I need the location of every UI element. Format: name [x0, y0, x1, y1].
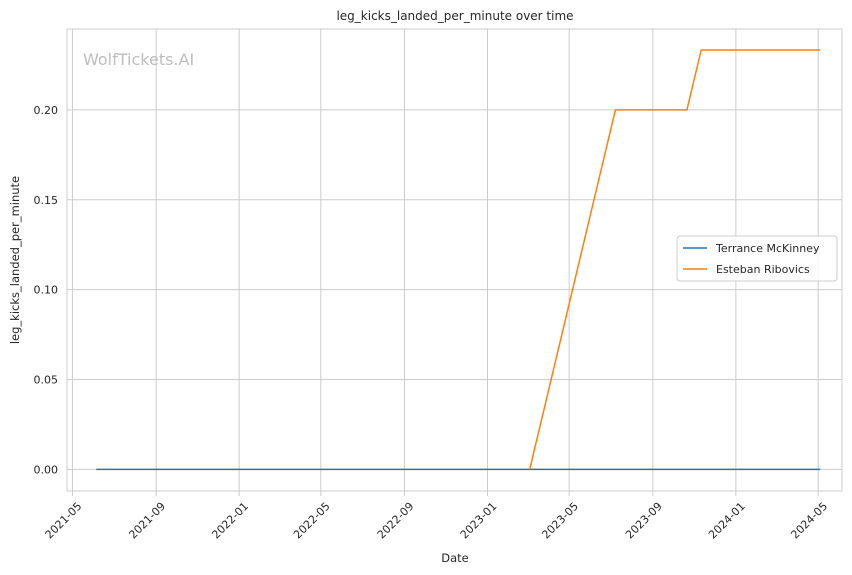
y-tick-label: 0.10: [34, 284, 59, 297]
y-axis-ticks: 0.00 0.05 0.10 0.15 0.20: [34, 104, 59, 477]
chart-title: leg_kicks_landed_per_minute over time: [336, 9, 573, 23]
y-tick-label: 0.15: [34, 194, 59, 207]
y-tick-label: 0.00: [34, 463, 59, 476]
legend: Terrance McKinney Esteban Ribovics: [676, 235, 838, 282]
legend-label: Terrance McKinney: [715, 242, 820, 255]
y-axis-title: leg_kicks_landed_per_minute: [8, 176, 22, 344]
series-lines: [96, 49, 821, 471]
legend-box: [676, 235, 838, 282]
y-tick-label: 0.20: [34, 104, 59, 117]
x-axis-title: Date: [441, 551, 469, 565]
y-tick-label: 0.05: [34, 374, 59, 387]
series-line: [528, 49, 821, 470]
legend-label: Esteban Ribovics: [716, 263, 810, 276]
watermark: WolfTickets.AI: [83, 50, 194, 69]
plot-frame: [66, 28, 843, 492]
